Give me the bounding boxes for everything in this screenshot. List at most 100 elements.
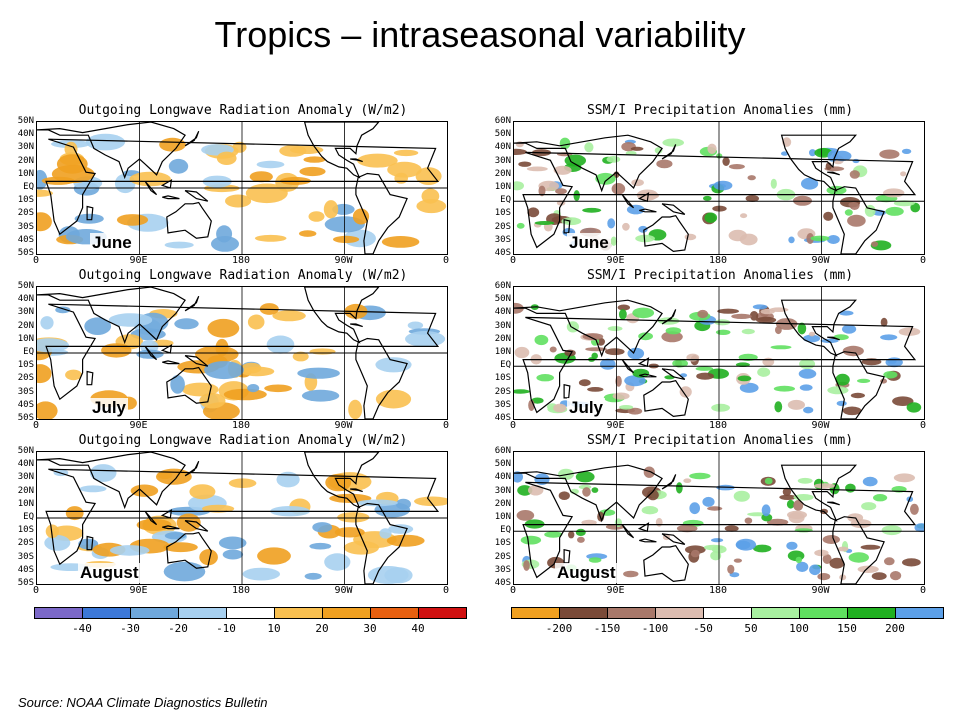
anomaly-patch [89,464,117,482]
anomaly-patch [707,143,717,154]
anomaly-patch [822,554,832,564]
latitude-label: 60N [494,281,511,291]
anomaly-patch [906,402,922,413]
anomaly-patch [292,351,309,362]
anomaly-patch [884,557,895,566]
coastline [832,516,885,584]
anomaly-patch [753,544,772,553]
anomaly-patch [665,327,682,335]
anomaly-patch [702,496,715,507]
latitude-label: 50N [494,459,511,470]
anomaly-patch [756,316,777,324]
coastline [303,122,380,179]
coastline [166,366,212,404]
anomaly-patch [375,389,412,409]
anomaly-patch [37,401,58,419]
longitude-label: 180 [231,585,251,596]
coastline [350,158,363,163]
coastline [637,522,650,532]
anomaly-patch [683,478,692,483]
anomaly-patch [256,160,285,169]
anomaly-patch [40,316,54,330]
anomaly-patch [643,466,655,478]
anomaly-patch [631,179,644,187]
anomaly-patch [393,149,419,157]
anomaly-patch [324,553,351,571]
precip-panel-july: SSM/I Precipitation Anomalies (mm) 60N 50N… [485,268,955,433]
anomaly-patch [661,331,683,343]
anomaly-patch [189,484,216,500]
latitude-label: 40N [494,472,511,483]
anomaly-patch [215,338,229,357]
anomaly-patch [582,333,604,341]
latitude-label: 20N [494,168,511,179]
precip-panel-august: SSM/I Precipitation Anomalies (mm) 60N 50N… [485,433,955,598]
anomaly-patch [871,572,887,580]
latitude-label: 20N [494,333,511,344]
latitude-label: 10N [17,333,34,344]
anomaly-patch [782,487,792,496]
anomaly-patch [37,338,69,353]
coastline [827,501,840,506]
anomaly-patch [873,494,888,502]
anomaly-patch [685,545,706,554]
anomaly-patch [79,485,107,493]
anomaly-patch [619,405,634,410]
longitude-label: 90E [606,255,625,266]
source-citation: Source: NOAA Climate Diagnostics Bulleti… [18,695,268,710]
anomaly-patch [848,552,869,563]
latitude-label: 50S [17,413,34,423]
colorbar-swatch [274,607,323,619]
anomaly-patch [381,236,420,248]
anomaly-patch [526,166,548,172]
colorbar-swatch [703,607,752,619]
coastline [563,383,571,399]
anomaly-patch [632,368,650,378]
anomaly-patch [85,133,126,151]
olr-panel-july: Outgoing Longwave Radiation Anomaly (W/m… [8,268,478,433]
coastline [639,208,657,213]
anomaly-patch [168,158,189,174]
olr-panel-august: Outgoing Longwave Radiation Anomaly (W/m… [8,433,478,598]
anomaly-patch [733,490,750,502]
coastline [780,464,858,522]
coastline [184,460,200,477]
anomaly-patch [254,234,287,242]
longitude-label: 0 [919,255,927,266]
anomaly-patch [638,225,648,233]
coastline [661,474,677,490]
latitude-label: 40S [494,248,511,258]
precip-panel-june: SSM/I Precipitation Anomalies (mm) 60N 50N… [485,103,955,268]
longitude-label: 0 [509,420,517,431]
map-svg [514,452,924,584]
anomaly-patch [711,538,724,543]
anomaly-patch [163,561,206,582]
anomaly-patch [690,549,700,558]
map-area [513,121,925,255]
latitude-label: 50N [494,129,511,140]
anomaly-patch [797,322,807,335]
anomaly-patch [679,386,692,398]
anomaly-patch [394,172,409,184]
anomaly-patch [829,557,845,569]
anomaly-patch [553,165,572,175]
anomaly-patch [745,195,759,202]
anomaly-patch [136,518,172,531]
colorbar-swatch [511,607,560,619]
latitude-label: 30S [494,399,511,410]
anomaly-patch [801,177,819,190]
coastline [832,351,885,419]
anomaly-patch [55,306,71,314]
month-label: July [90,398,129,418]
map-area [36,121,448,255]
anomaly-patch [796,561,809,572]
colorbar-label: -200 [545,622,573,635]
anomaly-patch [531,397,544,404]
anomaly-patch [626,204,645,215]
coastline [832,186,885,254]
coastline [643,545,689,583]
coastline [350,323,363,328]
anomaly-patch [518,161,532,167]
anomaly-patch [857,378,871,383]
colorbar-label: 100 [789,622,809,635]
